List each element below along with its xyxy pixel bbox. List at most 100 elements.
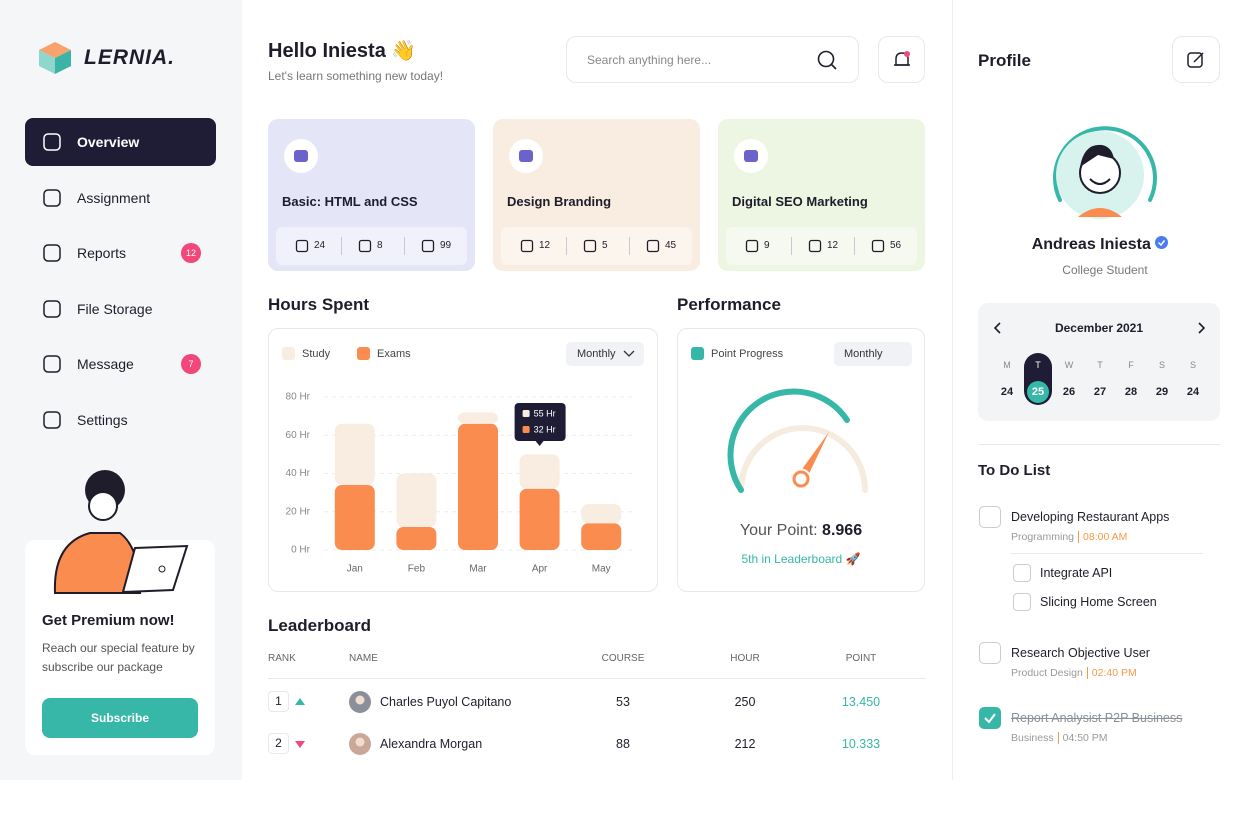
period-dropdown[interactable] (834, 342, 912, 366)
nav-icon (43, 133, 61, 151)
point-label: Your Point: (739, 522, 818, 539)
checkbox[interactable] (979, 707, 1001, 729)
todo-title: Report Analysist P2P Business (1011, 711, 1183, 725)
y-tick-label: 20 Hr (286, 506, 311, 517)
course-icon (744, 150, 758, 162)
selected-date-bg (1027, 381, 1049, 403)
subtask: Integrate API (1040, 566, 1113, 580)
logo-text: LERNIA. (84, 46, 175, 69)
profile-name: Andreas Iniesta (978, 236, 1222, 254)
y-tick-label: 60 Hr (286, 430, 311, 441)
date[interactable]: 25 (1031, 386, 1045, 398)
logo-icon (39, 42, 71, 74)
nav-icon (43, 188, 61, 207)
course-icon (519, 150, 533, 162)
stat-value: 24 (314, 240, 326, 251)
x-tick-label: Apr (532, 564, 548, 575)
checkbox[interactable] (979, 642, 1001, 664)
stat-icon (421, 239, 435, 253)
column-header: HOUR (730, 653, 760, 664)
stat-value: 12 (539, 240, 551, 251)
cell-course: 53 (616, 695, 630, 709)
user-avatar (349, 733, 371, 755)
stat-value: 99 (440, 240, 452, 251)
premium-illustration (53, 470, 189, 594)
legend-label: Study (302, 348, 331, 360)
date[interactable]: 28 (1124, 386, 1138, 398)
verified-icon (1155, 236, 1169, 249)
x-tick-label: May (592, 564, 611, 575)
stat-value: 8 (377, 240, 383, 251)
rank-box: 2 (268, 733, 289, 754)
edit-button[interactable] (1172, 36, 1220, 83)
nav-item[interactable]: Settings (77, 411, 128, 428)
nav-item[interactable]: Reports (77, 245, 127, 261)
bar-segment (396, 473, 437, 528)
stat-sep (629, 237, 630, 255)
rank-box: 1 (268, 691, 289, 712)
checkbox[interactable] (1013, 564, 1031, 582)
period-dropdown[interactable] (566, 342, 644, 366)
bar-segment (334, 423, 375, 485)
course-title: Design Branding (507, 194, 612, 209)
nav-item[interactable]: Overview (77, 134, 140, 150)
nav-item[interactable]: Message (77, 356, 134, 372)
stat-icon (745, 239, 759, 253)
subscribe-button[interactable]: Subscribe (42, 698, 198, 738)
stat-icon (583, 239, 597, 253)
stat-icon (520, 239, 534, 253)
performance-card (677, 328, 925, 592)
legend-swatch (691, 347, 704, 360)
column-header: NAME (349, 653, 378, 664)
bar-segment (581, 504, 622, 524)
weekday: M (1003, 360, 1011, 370)
todo-category: Business (1011, 732, 1054, 744)
cell-course: 88 (616, 737, 630, 751)
todo-category: Programming (1011, 531, 1075, 543)
notification-button[interactable] (878, 36, 925, 83)
avatar (1053, 126, 1157, 219)
divider (952, 0, 953, 780)
legend-swatch (282, 347, 295, 360)
date[interactable]: 26 (1062, 386, 1076, 398)
search-placeholder: Search anything here... (587, 53, 712, 67)
checkbox[interactable] (979, 506, 1001, 528)
premium-text: Reach our special feature by subscribe o… (42, 641, 195, 674)
nav-item[interactable]: Assignment (77, 189, 151, 206)
nav-icon (43, 244, 61, 262)
nav-item[interactable]: File Storage (77, 300, 153, 317)
todo-category: Product Design (1011, 667, 1083, 679)
period-label: Monthly (844, 348, 883, 360)
profile-title: Profile (978, 51, 1031, 70)
weekday: S (1189, 360, 1196, 370)
stat-value: 5 (602, 240, 608, 251)
calendar (978, 303, 1220, 421)
meta-separator (1057, 732, 1059, 744)
x-tick-label: Mar (469, 564, 487, 575)
search-box[interactable] (566, 36, 859, 83)
stat-icon (646, 239, 660, 253)
point-line: Your Point: 8.966 (677, 522, 925, 540)
nav-icon (43, 355, 61, 373)
chart-card (268, 328, 658, 592)
tooltip-label: 55 Hr (534, 408, 556, 418)
date[interactable]: 29 (1155, 386, 1169, 398)
date[interactable]: 24 (1186, 386, 1200, 398)
legend-swatch (357, 347, 370, 360)
date[interactable]: 27 (1093, 386, 1107, 398)
legend-label: Exams (377, 348, 411, 360)
x-tick-label: Jan (347, 564, 363, 575)
weekday: F (1128, 360, 1134, 370)
cell-point: 10.333 (841, 737, 881, 751)
weekday: W (1064, 360, 1074, 370)
cell-hour: 250 (734, 695, 756, 709)
checkbox[interactable] (1013, 593, 1031, 611)
tooltip-swatch (522, 410, 530, 417)
divider (978, 444, 1220, 445)
weekday: S (1158, 360, 1165, 370)
gauge (727, 388, 868, 493)
subtask: Slicing Home Screen (1040, 595, 1157, 609)
nav-icon (43, 299, 61, 318)
stat-icon (295, 239, 309, 253)
date[interactable]: 24 (1000, 386, 1014, 398)
